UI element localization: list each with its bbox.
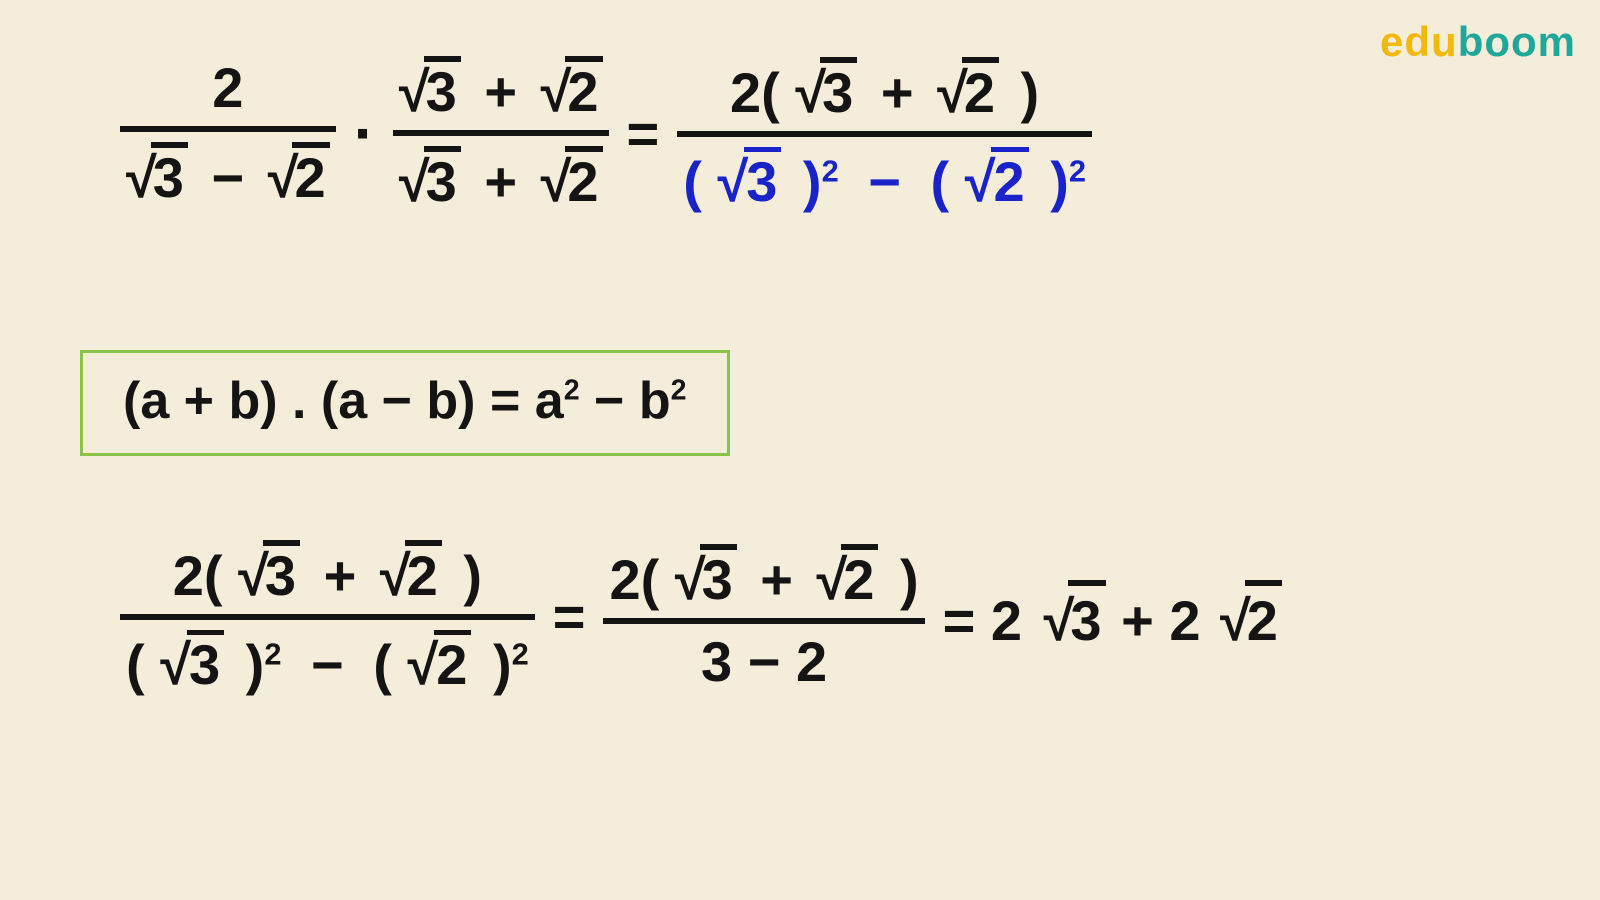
identity-box: (a + b) . (a − b) = a2 − b2	[80, 350, 730, 456]
frac-1-num: 2	[206, 60, 249, 116]
eq2-frac-2-bar	[603, 618, 924, 624]
frac-3-num: 2( √3 + √2 )	[724, 57, 1045, 121]
equals-sign: =	[627, 101, 660, 166]
final-result: = 2 √3 + 2 √2	[943, 580, 1282, 653]
sqrt-icon: √3	[126, 142, 188, 206]
frac-2-num: √3 + √2	[393, 56, 609, 120]
sqrt-icon: √3	[717, 147, 781, 210]
frac-1-bar	[120, 126, 336, 132]
sqrt-icon: √3	[238, 540, 300, 604]
frac-1: 2 √3 − √2	[120, 60, 336, 206]
frac-1-den: √3 − √2	[120, 142, 336, 206]
eq2-frac-1: 2( √3 + √2 ) ( √3 )2 − ( √2 )2	[120, 540, 535, 693]
equals-sign: =	[553, 584, 586, 649]
eq2-frac-2: 2( √3 + √2 ) 3 − 2	[603, 544, 924, 690]
frac-2-bar	[393, 130, 609, 136]
logo: eduboom	[1380, 18, 1576, 66]
equation-row-1: 2 √3 − √2 · √3 + √2 √3 +	[120, 56, 1092, 210]
identity-text: (a + b) . (a − b) = a	[123, 372, 564, 430]
sqrt-icon: √2	[541, 56, 603, 120]
sqrt-icon: √3	[399, 56, 461, 120]
frac-3: 2( √3 + √2 ) ( √3 )2 − ( √2 )2	[677, 57, 1092, 210]
eq2-frac-2-num: 2( √3 + √2 )	[603, 544, 924, 608]
sqrt-icon: √2	[1220, 580, 1282, 653]
sqrt-icon: √2	[408, 630, 472, 693]
logo-left: edu	[1380, 18, 1458, 65]
sqrt-icon: √3	[160, 630, 224, 693]
sqrt-icon: √2	[965, 147, 1029, 210]
eq2-frac-1-num: 2( √3 + √2 )	[167, 540, 488, 604]
eq2-frac-2-den: 3 − 2	[695, 634, 833, 690]
eq2-frac-1-den: ( √3 )2 − ( √2 )2	[120, 630, 535, 693]
sqrt-icon: √3	[1044, 580, 1106, 653]
eq2-frac-1-bar	[120, 614, 535, 620]
sqrt-icon: √2	[817, 544, 879, 608]
sqrt-icon: √3	[675, 544, 737, 608]
sqrt-icon: √2	[268, 142, 330, 206]
sqrt-icon: √3	[399, 146, 461, 210]
dot-operator: ·	[354, 96, 375, 170]
sqrt-icon: √2	[541, 146, 603, 210]
frac-2-den: √3 + √2	[393, 146, 609, 210]
logo-right: boom	[1458, 18, 1576, 65]
equation-row-2: 2( √3 + √2 ) ( √3 )2 − ( √2 )2 =	[120, 540, 1300, 693]
frac-3-bar	[677, 131, 1092, 137]
sqrt-icon: √2	[937, 57, 999, 121]
sqrt-icon: √2	[380, 540, 442, 604]
sqrt-icon: √3	[795, 57, 857, 121]
frac-2: √3 + √2 √3 + √2	[393, 56, 609, 210]
frac-3-den: ( √3 )2 − ( √2 )2	[677, 147, 1092, 210]
